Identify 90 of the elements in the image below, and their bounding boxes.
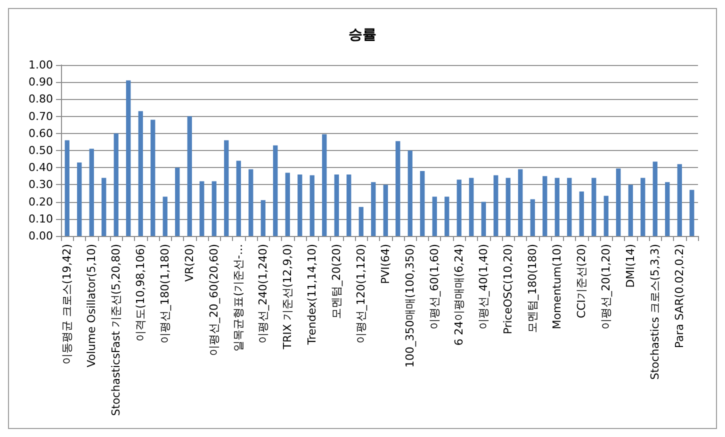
- chart-title: 승률: [348, 27, 376, 43]
- x-tick-label: 이평선_20_60(20,60): [208, 244, 221, 356]
- bar: [432, 196, 437, 236]
- bar: [248, 169, 254, 236]
- bar: [469, 178, 474, 236]
- x-tick-label: Trendex(11,14,10): [306, 244, 319, 346]
- bar: [628, 184, 633, 236]
- y-tick-label: 0.10: [28, 212, 53, 226]
- y-tick-label: 0.50: [28, 144, 53, 157]
- x-tick-label: 6 24이평매매(6,24): [452, 244, 466, 346]
- bar: [187, 116, 192, 236]
- bar: [616, 168, 621, 236]
- bar: [579, 192, 584, 236]
- bar: [89, 148, 94, 236]
- bar: [420, 171, 425, 236]
- bar: [334, 174, 339, 236]
- bar: [358, 206, 364, 236]
- bar: [677, 164, 682, 236]
- bar: [162, 196, 168, 236]
- x-tick-label: 100_350매매(100,350): [404, 244, 417, 368]
- x-tick-label: Para SAR(0.02,0.2): [673, 244, 686, 348]
- x-tick-label: 이평선_20(1,20): [600, 244, 613, 330]
- y-tick-label: 0.70: [28, 110, 53, 123]
- bar: [494, 175, 498, 236]
- bar: [138, 111, 143, 236]
- y-tick-label: 0.30: [28, 178, 53, 192]
- bar: [102, 178, 106, 236]
- x-tick-label: 이평선_60(1,60): [428, 244, 442, 330]
- x-tick-label: 이격도(10,98,106): [134, 244, 148, 342]
- bar: [224, 140, 229, 236]
- bar: [126, 80, 131, 236]
- bar: [530, 199, 535, 236]
- x-tick-label: 모멘텀_180(180): [526, 244, 540, 334]
- bar: [200, 181, 204, 236]
- bar: [64, 140, 70, 236]
- bar: [444, 196, 450, 236]
- x-tick-label: 이평선_180(1,180): [158, 244, 172, 344]
- bar: [310, 175, 314, 236]
- y-tick-label: 0.80: [28, 92, 53, 106]
- bar: [273, 145, 278, 236]
- bar: [481, 202, 486, 236]
- x-tick-label: Momentum(10): [550, 244, 564, 330]
- bar: [77, 162, 82, 236]
- bar: [604, 196, 608, 236]
- x-tick-label: CCI기준선(20): [575, 244, 588, 318]
- y-tick-label: 0.60: [28, 126, 53, 140]
- bar: [285, 172, 290, 236]
- bar: [542, 176, 548, 236]
- x-tick-label: PriceOSC(10,20): [502, 244, 515, 334]
- bar: [396, 141, 400, 236]
- x-tick-label: DMI(14): [624, 244, 638, 288]
- bar: [175, 168, 180, 236]
- x-tick-label: Volume Osillator(5,10): [85, 244, 98, 368]
- y-tick-label: 0.90: [28, 76, 53, 89]
- bar: [114, 133, 118, 236]
- bar: [212, 181, 216, 236]
- bar: [236, 160, 241, 236]
- bar: [518, 169, 523, 236]
- bar: [592, 178, 596, 236]
- y-tick-label: 0.40: [28, 161, 53, 174]
- x-tick-label: TRIX 기준선(12,9,0): [281, 244, 294, 350]
- x-tick-label: StochasticsFast 기준선(5,20,80): [110, 244, 123, 416]
- y-tick-label: 0.20: [28, 195, 53, 208]
- x-tick-label: 이동평균 크로스(19,42): [60, 244, 74, 365]
- bar: [652, 162, 658, 236]
- y-tick-label: 0.00: [28, 230, 53, 242]
- bar: [690, 190, 694, 236]
- bar: [150, 120, 156, 236]
- bar: [346, 174, 352, 236]
- bar: [506, 178, 510, 236]
- x-tick-label: 이평선_240(1,240): [256, 244, 270, 344]
- bar: [665, 182, 670, 236]
- bar: [383, 184, 388, 236]
- x-tick-label: 모멘텀_20(20): [330, 244, 344, 320]
- x-tick-label: PVI(64): [379, 244, 392, 284]
- bar: [456, 180, 462, 236]
- x-tick-label: VR(20): [183, 244, 196, 282]
- bar: [640, 178, 646, 236]
- x-tick-label: 이평선_40(1,40): [477, 244, 490, 330]
- bar: [408, 150, 412, 236]
- bar: [554, 178, 560, 236]
- x-tick-label: 이평선_120(1,120): [354, 244, 368, 344]
- x-tick-label: Stochastics 크로스(5,3,3): [648, 244, 662, 380]
- bar: [260, 200, 266, 236]
- bar: [371, 182, 376, 236]
- bar: [298, 174, 302, 236]
- x-tick-label: 일목균형표(기준선-…: [232, 244, 246, 352]
- bar: [567, 178, 572, 236]
- y-tick-label: 1.00: [28, 58, 53, 72]
- bar: [322, 134, 327, 236]
